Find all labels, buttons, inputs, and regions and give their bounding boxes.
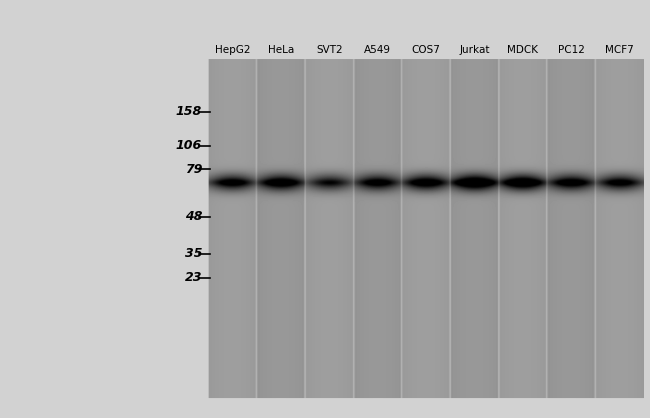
Text: 158: 158 — [176, 105, 202, 118]
Text: PC12: PC12 — [558, 45, 584, 55]
Text: 106: 106 — [176, 139, 202, 152]
Text: HeLa: HeLa — [268, 45, 294, 55]
Text: A549: A549 — [364, 45, 391, 55]
Text: MDCK: MDCK — [507, 45, 538, 55]
Text: MCF7: MCF7 — [605, 45, 634, 55]
Text: 23: 23 — [185, 271, 202, 284]
Text: 48: 48 — [185, 210, 202, 223]
Text: 79: 79 — [185, 163, 202, 176]
Text: HepG2: HepG2 — [215, 45, 250, 55]
Text: SVT2: SVT2 — [316, 45, 343, 55]
Text: COS7: COS7 — [411, 45, 441, 55]
Text: Jurkat: Jurkat — [459, 45, 489, 55]
Text: 35: 35 — [185, 247, 202, 260]
